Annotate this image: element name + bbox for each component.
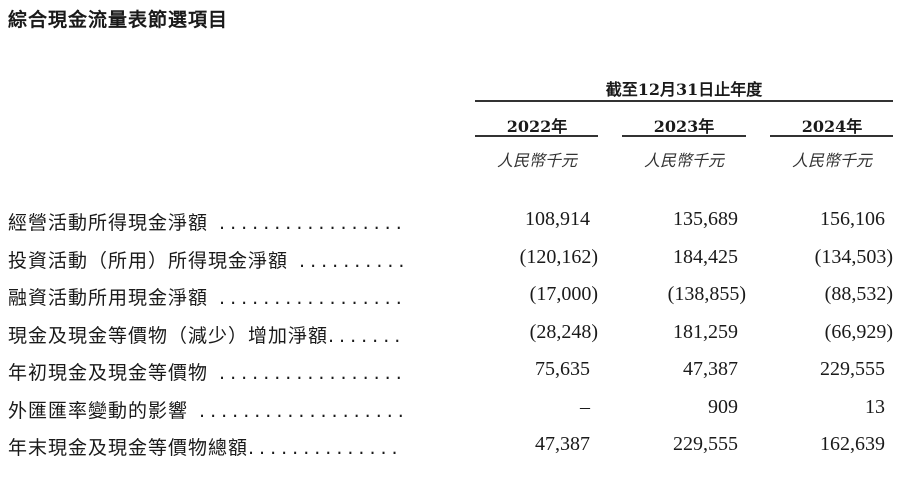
dot-leader: .............. [248, 437, 403, 459]
value-text: 108,914 [525, 208, 590, 230]
row-label: 經營活動所得現金淨額 ................. [8, 208, 448, 235]
value-text: 156,106 [820, 208, 885, 230]
value-text: (88,532) [824, 283, 893, 305]
year-rule [770, 135, 893, 137]
value-text: (17,000) [529, 283, 598, 305]
row-label-text: 投資活動（所用）所得現金淨額 [8, 249, 289, 272]
unit-label: 人民幣千元 [643, 151, 724, 170]
table-row: 現金及現金等價物（減少）增加淨額....... (28,248) 181,259 (6… [0, 321, 909, 351]
row-value: (17,000) [448, 283, 598, 306]
table-row: 年初現金及現金等價物 ................. 75,635 47,387… [0, 358, 909, 388]
section-title: 綜合現金流量表節選項目 [8, 9, 229, 31]
dot-leader: .......... [288, 249, 410, 272]
row-value: 162,639 [743, 433, 893, 456]
row-value: 229,555 [743, 358, 893, 381]
value-text: 75,635 [535, 358, 590, 380]
value-text: 47,387 [683, 358, 738, 380]
value-text: – [580, 395, 590, 418]
dot-leader: ................. [208, 212, 407, 234]
row-label: 現金及現金等價物（減少）增加淨額....... [8, 321, 448, 348]
row-value: (66,929) [743, 321, 893, 344]
row-label-text: 年初現金及現金等價物 [8, 362, 209, 384]
row-value: – [448, 396, 598, 419]
row-value: 135,689 [596, 208, 746, 231]
row-label: 外匯匯率變動的影響 ................... [8, 396, 448, 423]
unit-label: 人民幣千元 [496, 151, 577, 170]
value-text: 229,555 [673, 433, 738, 455]
value-text: (28,248) [529, 320, 598, 343]
table-row: 融資活動所用現金淨額 ................. (17,000) (138… [0, 283, 909, 313]
row-value: (138,855) [596, 283, 746, 306]
value-text: 184,425 [673, 245, 738, 268]
dot-leader: ................. [208, 362, 407, 384]
value-text: 47,387 [535, 433, 590, 455]
value-text: 13 [865, 395, 885, 418]
dot-leader: ................... [188, 399, 409, 422]
year-header-2024: 2024年 [801, 117, 863, 136]
table-row: 經營活動所得現金淨額 ................. 108,914 135,6… [0, 208, 909, 238]
row-value: (134,503) [743, 246, 893, 269]
row-value: (28,248) [448, 321, 598, 344]
table-row: 投資活動（所用）所得現金淨額 .......... (120,162) 184,42… [0, 246, 909, 276]
value-text: 162,639 [820, 433, 885, 455]
year-header-2023: 2023年 [653, 117, 715, 136]
row-label-text: 現金及現金等價物（減少）增加淨額 [8, 324, 329, 347]
value-text: (66,929) [824, 320, 893, 343]
value-text: 909 [708, 395, 738, 418]
row-label: 年初現金及現金等價物 ................. [8, 358, 448, 385]
value-text: (120,162) [519, 245, 598, 268]
table-row: 年末現金及現金等價物總額.............. 47,387 229,555 1… [0, 433, 909, 463]
year-header-2022: 2022年 [506, 117, 568, 136]
row-label-text: 外匯匯率變動的影響 [8, 399, 189, 422]
row-label-text: 年末現金及現金等價物總額 [8, 437, 249, 459]
row-value: 108,914 [448, 208, 598, 231]
period-header: 截至12月31日止年度 [605, 80, 763, 99]
row-value: 184,425 [596, 246, 746, 269]
value-text: 181,259 [673, 320, 738, 343]
dot-leader: ....... [328, 324, 406, 347]
row-label: 年末現金及現金等價物總額.............. [8, 433, 448, 460]
row-value: 75,635 [448, 358, 598, 381]
row-value: 47,387 [448, 433, 598, 456]
year-rule [475, 135, 598, 137]
row-value: 156,106 [743, 208, 893, 231]
row-value: 909 [596, 396, 746, 419]
row-value: 13 [743, 396, 893, 419]
row-value: 181,259 [596, 321, 746, 344]
row-value: 229,555 [596, 433, 746, 456]
row-label: 投資活動（所用）所得現金淨額 .......... [8, 246, 448, 273]
unit-label: 人民幣千元 [791, 151, 872, 170]
table-row: 外匯匯率變動的影響 ................... – 909 13 [0, 396, 909, 426]
value-text: 229,555 [820, 358, 885, 380]
period-rule [475, 100, 893, 102]
row-value: (120,162) [448, 246, 598, 269]
value-text: (134,503) [814, 245, 893, 268]
value-text: 135,689 [673, 208, 738, 230]
row-value: (88,532) [743, 283, 893, 306]
row-value: 47,387 [596, 358, 746, 381]
value-text: (138,855) [667, 283, 746, 305]
row-label: 融資活動所用現金淨額 ................. [8, 283, 448, 310]
row-label-text: 融資活動所用現金淨額 [8, 287, 209, 309]
row-label-text: 經營活動所得現金淨額 [8, 212, 209, 234]
dot-leader: ................. [208, 287, 407, 309]
year-rule [622, 135, 746, 137]
